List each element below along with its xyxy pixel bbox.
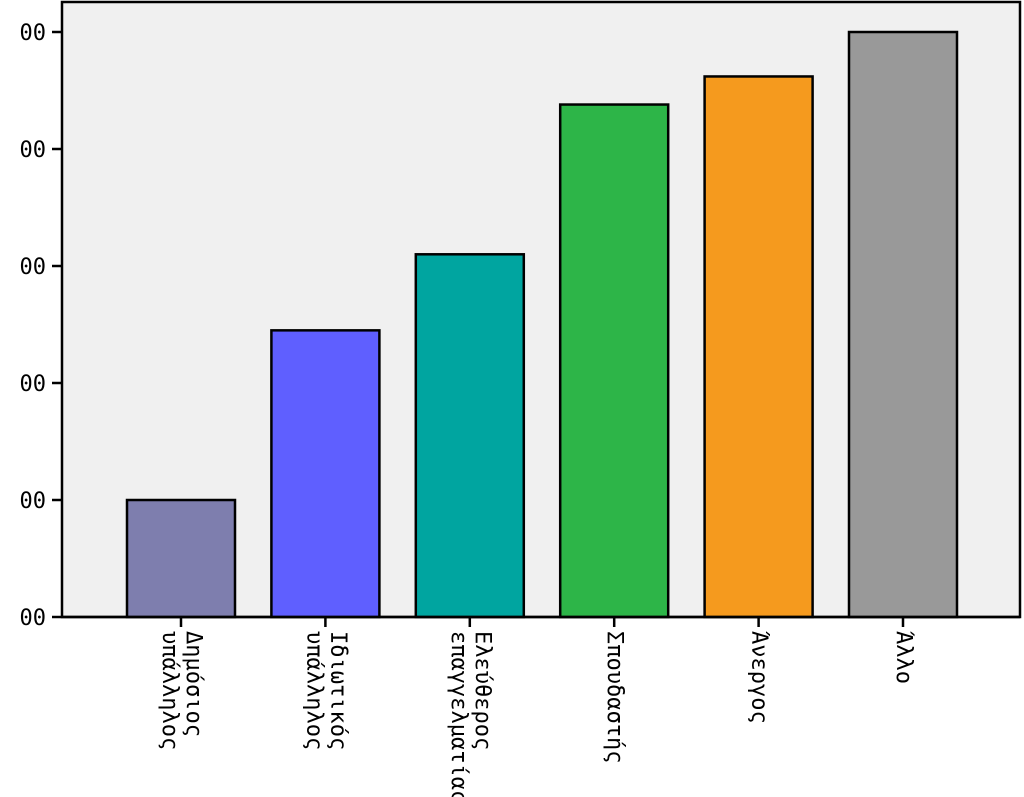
x-category-label: Ελεύθεροςεπαγγελματίας — [446, 631, 495, 797]
bar — [125, 498, 237, 619]
y-tick-label: 00 — [20, 489, 47, 514]
bar — [270, 329, 381, 619]
y-tick-label: 00 — [20, 372, 47, 397]
bar — [703, 75, 814, 619]
x-category-label: Ιδιωτικόςυπάλληλος — [301, 631, 350, 750]
y-tick-label: 00 — [20, 21, 47, 46]
x-category-label: Δημόσιοςυπάλληλος — [157, 631, 206, 750]
y-tick-label: 00 — [20, 606, 47, 631]
y-tick-label: 00 — [20, 138, 47, 163]
x-category-label: Άνεργος — [747, 631, 772, 724]
bars — [125, 30, 959, 619]
bar — [414, 253, 526, 619]
x-category-label: Σπουδαστής — [602, 631, 627, 763]
bar — [847, 30, 959, 619]
y-tick-label: 00 — [20, 255, 47, 280]
x-axis: Δημόσιοςυπάλληλος Ιδιωτικόςυπάλληλος Ελεύθ… — [62, 615, 1020, 797]
bar — [558, 103, 670, 619]
y-axis: 00 00 00 00 00 00 — [20, 21, 62, 631]
x-category-label: Άλλο — [891, 631, 916, 684]
